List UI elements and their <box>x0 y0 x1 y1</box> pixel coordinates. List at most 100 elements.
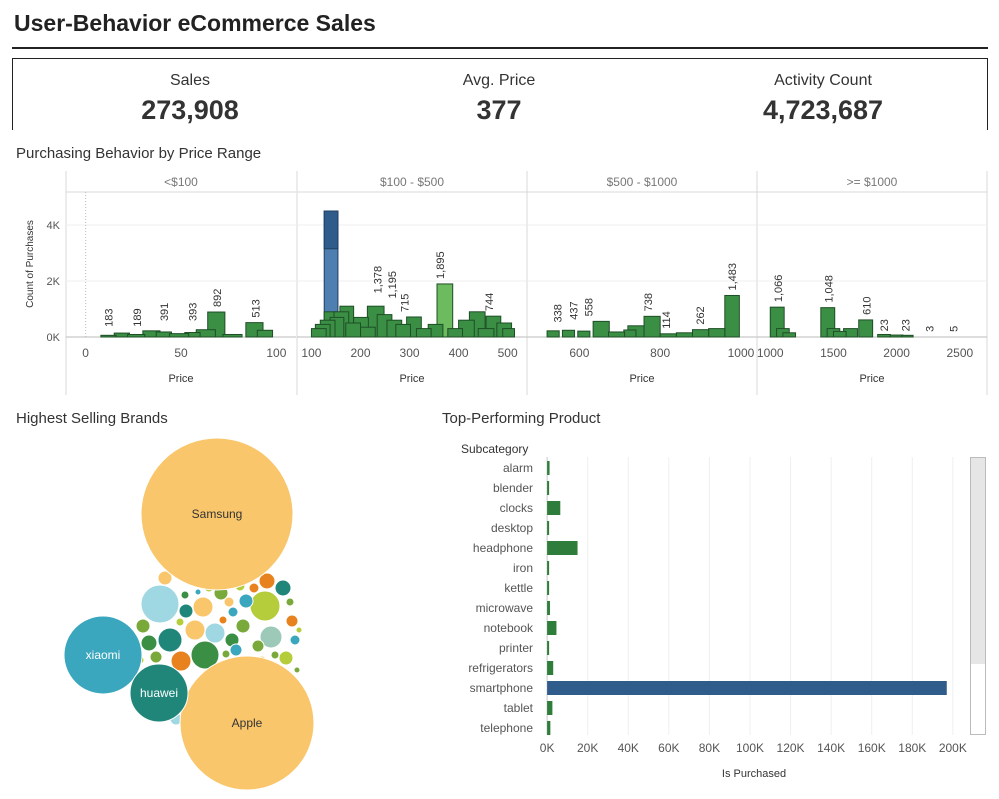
x-tick-label: 0 <box>82 346 89 360</box>
x-tick-label: 180K <box>898 741 926 755</box>
brand-bubble <box>194 588 202 596</box>
x-tick-label: 2000 <box>883 346 910 360</box>
x-tick-label: 100 <box>266 346 286 360</box>
panel-header: <$100 <box>164 175 198 189</box>
brand-bubble-samsung <box>140 437 294 591</box>
product-bar <box>547 561 550 575</box>
product-bar <box>547 681 947 695</box>
price-bar <box>222 333 243 338</box>
panel-header: $100 - $500 <box>380 175 444 189</box>
brands-bubble-chart[interactable]: Samsung Apple xiaomi huawei <box>0 0 440 799</box>
x-axis-title: Price <box>168 373 193 385</box>
scrollbar-thumb[interactable] <box>971 458 985 664</box>
x-tick-label: 200 <box>350 346 370 360</box>
price-bar <box>447 328 464 338</box>
price-bar-segment <box>323 210 339 250</box>
brand-bubble <box>180 590 190 600</box>
price-bar-label: 513 <box>250 299 262 317</box>
panel-header: $500 - $1000 <box>607 175 678 189</box>
price-bar <box>832 330 847 338</box>
kpi-avg-price-label: Avg. Price <box>462 72 536 89</box>
x-tick-label: 160K <box>858 741 886 755</box>
price-bar <box>901 334 914 338</box>
price-bar <box>607 331 626 338</box>
product-bar <box>547 481 550 495</box>
x-tick-label: 1000 <box>757 346 784 360</box>
x-tick-label: 300 <box>400 346 420 360</box>
brand-bubble-huawei <box>129 663 189 723</box>
brand-bubble <box>293 666 301 674</box>
price-bar <box>546 330 560 338</box>
y-tick-label: 0K <box>47 332 61 344</box>
y-axis-title: Count of Purchases <box>25 220 36 308</box>
price-bar-label: 610 <box>861 297 873 315</box>
brand-bubble-label: huawei <box>140 686 178 700</box>
brand-bubble <box>259 625 283 649</box>
brand-bubble <box>140 584 180 624</box>
price-bar-label: 262 <box>695 306 707 324</box>
price-bar <box>395 323 412 338</box>
price-range-section-title: Purchasing Behavior by Price Range <box>16 145 262 162</box>
title-divider <box>12 47 988 49</box>
subcategory-label: smartphone <box>470 681 534 695</box>
price-bar-label: 338 <box>553 304 565 322</box>
price-bar-label: 1,195 <box>387 271 399 299</box>
price-bar-label: 189 <box>132 308 144 326</box>
subcategory-label: tablet <box>504 701 534 715</box>
x-tick-label: 0K <box>540 741 555 755</box>
x-tick-label: 100 <box>301 346 321 360</box>
x-tick-label: 600 <box>569 346 589 360</box>
price-range-chart[interactable]: Count of Purchases 0K 2K 4K <$100 183 189 391 39… <box>0 0 999 400</box>
price-bar <box>360 326 376 338</box>
brand-bubble <box>218 615 228 625</box>
x-tick-label: 120K <box>777 741 805 755</box>
product-bar <box>547 541 578 555</box>
price-bar-label: 1,048 <box>823 275 835 303</box>
product-bar <box>547 461 550 475</box>
price-bar <box>858 319 874 338</box>
product-bar <box>547 721 551 735</box>
y-tick-label: 4K <box>47 220 61 232</box>
x-tick-label: 1500 <box>820 346 847 360</box>
kpi-sales-label: Sales <box>169 72 211 89</box>
price-bar-label: 738 <box>643 293 655 311</box>
price-bar <box>659 333 677 338</box>
x-tick-label: 50 <box>174 346 188 360</box>
price-bar <box>100 334 117 338</box>
brand-bubble <box>190 640 220 670</box>
brand-bubble <box>227 606 239 618</box>
brand-bubble-apple <box>179 655 315 791</box>
brand-bubble <box>285 597 295 607</box>
product-bar <box>547 641 550 655</box>
brands-section-title: Highest Selling Brands <box>16 410 168 427</box>
brand-bubble <box>229 643 243 657</box>
dashboard-title: User-Behavior eCommerce Sales <box>14 10 376 36</box>
x-axis-title: Price <box>399 373 424 385</box>
price-bar-label: 183 <box>104 309 116 327</box>
subcategory-label: headphone <box>473 541 533 555</box>
subcategory-label: refrigerators <box>468 661 533 675</box>
products-section-title: Top-Performing Product <box>442 410 601 427</box>
price-bar-label: 5 <box>949 326 961 332</box>
brand-bubble <box>223 596 235 608</box>
price-panel-0: <$100 183 189 391 393 892 513 0 50 100 Price <box>65 171 296 395</box>
brand-bubble <box>278 650 294 666</box>
x-tick-label: 140K <box>817 741 845 755</box>
kpi-sales: Sales 273,908 <box>70 59 310 126</box>
subcategory-label: iron <box>513 561 533 575</box>
y-tick-label: 2K <box>47 276 61 288</box>
kpi-avg-price-value: 377 <box>476 95 522 125</box>
brand-bubble <box>270 650 280 660</box>
subcategory-label: microwave <box>476 601 534 615</box>
price-bar-label: 114 <box>661 311 673 329</box>
price-bar <box>477 328 495 338</box>
product-chart-scrollbar[interactable] <box>970 457 986 735</box>
price-bar-label: 3 <box>925 326 937 332</box>
brand-bubble <box>178 603 194 619</box>
brand-bubble <box>149 650 163 664</box>
price-bar-label: 391 <box>159 303 171 321</box>
x-tick-label: 200K <box>939 741 967 755</box>
x-tick-label: 40K <box>618 741 639 755</box>
